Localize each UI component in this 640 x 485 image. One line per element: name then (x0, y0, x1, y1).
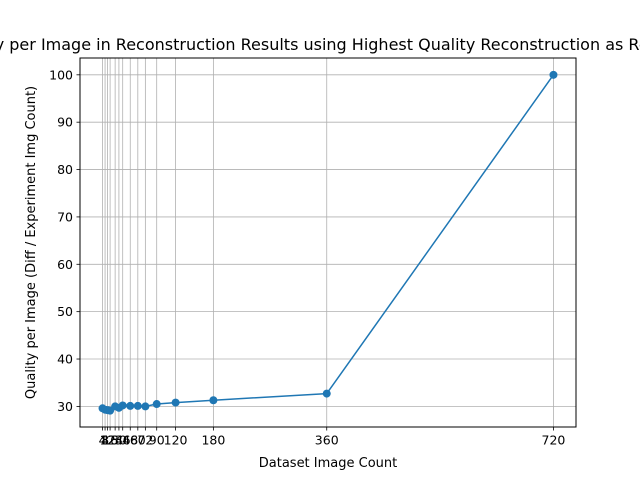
y-axis: 30 40 50 60 70 80 90 100 (49, 67, 80, 414)
data-point (171, 398, 180, 407)
x-tick-label: 360 (315, 433, 339, 448)
x-tick-label: 48 (122, 433, 138, 448)
y-tick-label: 50 (57, 304, 73, 319)
chart-title: Quality per Image in Reconstruction Resu… (0, 35, 640, 54)
x-tick-label: 4 (99, 433, 107, 448)
data-point (322, 389, 331, 398)
x-tick-label: 12 (100, 433, 116, 448)
x-tick-label: 180 (201, 433, 225, 448)
y-tick-label: 40 (57, 352, 73, 367)
x-axis-title: Dataset Image Count (259, 456, 398, 471)
series-layer (98, 70, 558, 415)
y-axis-title: Quality per Image (Diff / Experiment Img… (24, 86, 39, 399)
x-tick-label: 36 (115, 433, 131, 448)
data-point (141, 402, 150, 411)
x-tick-label: 30 (111, 433, 127, 448)
y-tick-label: 30 (57, 399, 73, 414)
data-point (549, 70, 558, 79)
x-tick-label: 720 (542, 433, 566, 448)
y-tick-label: 80 (57, 162, 73, 177)
x-tick-label: 120 (164, 433, 188, 448)
data-point (126, 401, 135, 410)
x-tick-label: 72 (137, 433, 153, 448)
x-tick-label: 60 (130, 433, 146, 448)
y-tick-label: 90 (57, 115, 73, 130)
plot-frame (79, 57, 577, 428)
grid (80, 58, 576, 427)
x-tick-label: 16 (102, 433, 118, 448)
data-point (152, 400, 161, 409)
data-point (118, 401, 127, 410)
data-point (133, 401, 142, 410)
y-tick-label: 100 (49, 67, 73, 82)
x-tick-label: 24 (107, 433, 123, 448)
y-tick-label: 60 (57, 257, 73, 272)
x-tick-label: 8 (101, 433, 109, 448)
x-tick-label: 90 (149, 433, 165, 448)
y-tick-label: 70 (57, 209, 73, 224)
data-point (209, 396, 218, 405)
